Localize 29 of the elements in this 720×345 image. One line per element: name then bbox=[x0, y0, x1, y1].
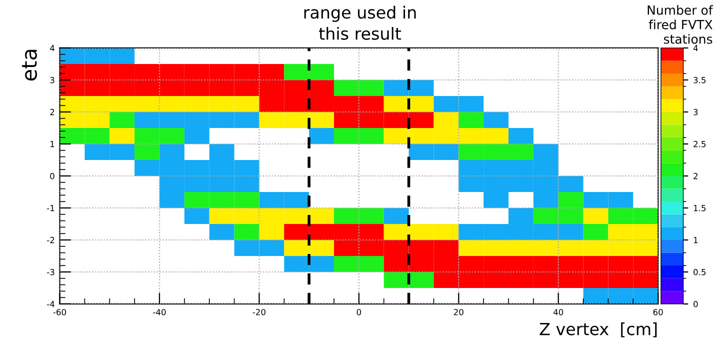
x-tick-label: 20 bbox=[454, 308, 464, 316]
color-bar-label: 0 bbox=[694, 300, 698, 308]
x-tick-label: 0 bbox=[356, 308, 362, 316]
x-tick-label: -40 bbox=[153, 308, 166, 316]
text: range used in this result bbox=[304, 6, 416, 40]
color-bar-label: 1 bbox=[694, 237, 698, 244]
y-tick-label: -3 bbox=[47, 268, 54, 276]
x-tick-label: 60 bbox=[653, 308, 663, 316]
y-tick-label: 3 bbox=[50, 76, 54, 84]
y-tick-label: 0 bbox=[50, 172, 54, 180]
y-tick-label: -1 bbox=[47, 205, 54, 212]
color-bar-label: 4 bbox=[693, 45, 698, 52]
x-tick-label: 40 bbox=[553, 308, 564, 316]
x-tick-label: -20 bbox=[252, 308, 266, 316]
y-tick-label: 2 bbox=[50, 108, 54, 116]
color-bar-label: 2.5 bbox=[694, 140, 706, 148]
color-bar-label: 2 bbox=[694, 172, 698, 180]
y-tick-label: -4 bbox=[47, 301, 54, 308]
y-tick-label: -2 bbox=[47, 236, 54, 244]
y-axis-title: eta bbox=[22, 50, 37, 81]
color-bar-label: 0.5 bbox=[694, 268, 706, 276]
color-bar-title: Number of fired FVTX stations bbox=[648, 5, 714, 44]
x-axis-title: Z vertex [cm] bbox=[540, 322, 657, 338]
color-bar-label: 3.5 bbox=[694, 76, 706, 84]
y-tick-label: 1 bbox=[50, 141, 54, 148]
x-tick-label: -60 bbox=[53, 308, 66, 316]
color-bar-label: 1.5 bbox=[694, 205, 706, 212]
color-bar-label: 3 bbox=[694, 108, 698, 116]
y-tick-label: 4 bbox=[50, 45, 54, 52]
